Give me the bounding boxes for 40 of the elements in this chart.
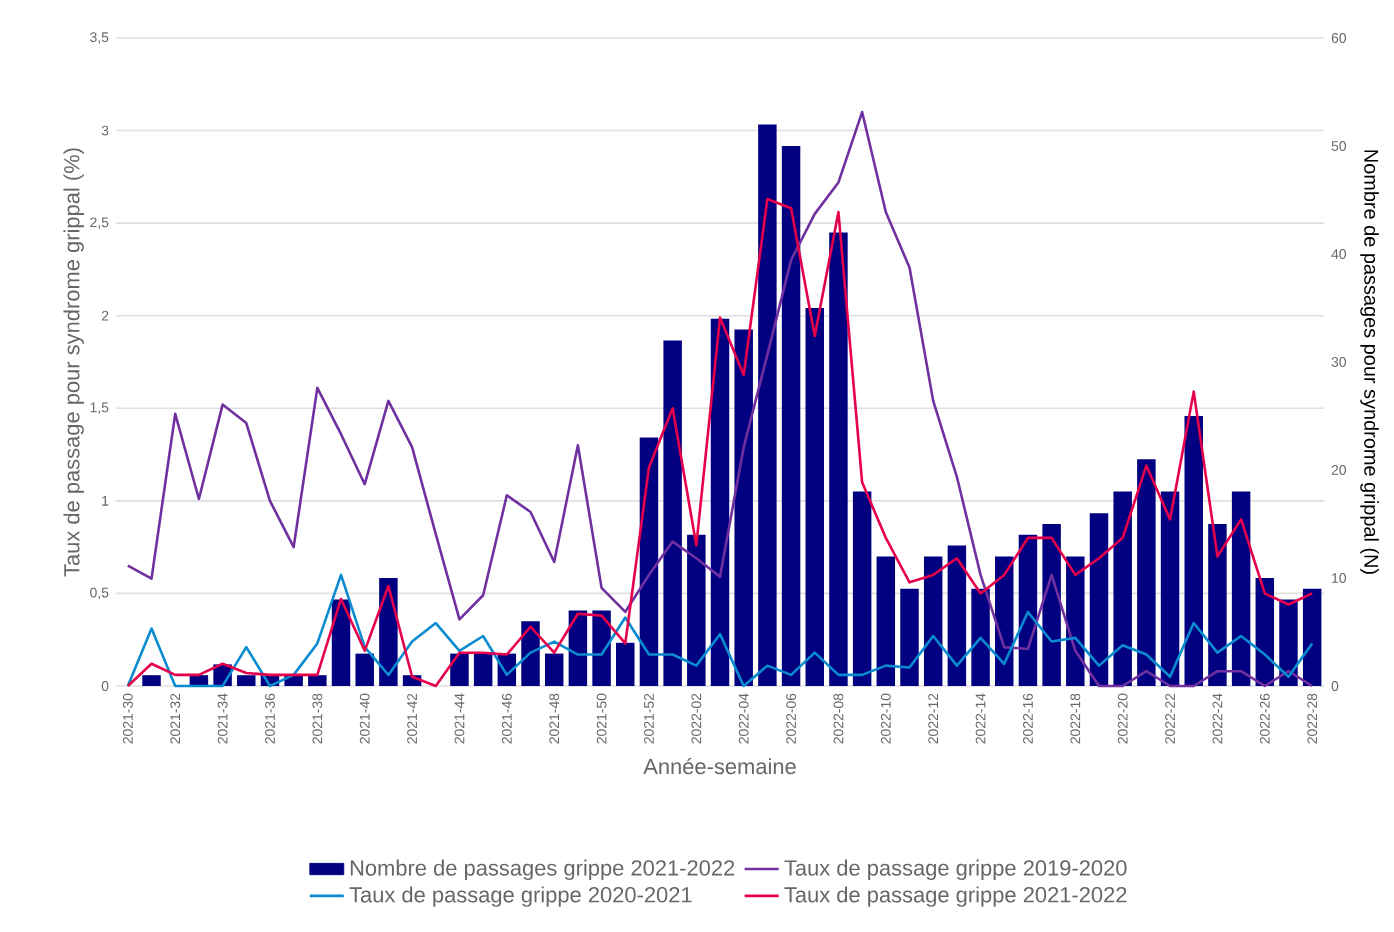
bar bbox=[852, 491, 872, 686]
bar bbox=[544, 653, 564, 686]
bar bbox=[1231, 491, 1251, 686]
bar bbox=[1137, 459, 1156, 686]
bar bbox=[734, 329, 753, 686]
bar bbox=[710, 318, 730, 686]
bar bbox=[355, 653, 374, 686]
y-axis-title: Taux de passage pour syndrome grippal (%) bbox=[63, 148, 84, 577]
bar bbox=[1042, 524, 1061, 686]
bar bbox=[900, 588, 919, 686]
bar bbox=[687, 534, 706, 686]
y2-axis-title: Nombre de passages pour syndrome grippal (N) bbox=[1360, 150, 1379, 574]
bar bbox=[592, 610, 611, 686]
bar bbox=[1089, 513, 1109, 686]
bar bbox=[805, 307, 824, 686]
bar bbox=[616, 642, 635, 686]
legend-label: Taux de passage grippe 2020-2021 bbox=[349, 886, 692, 907]
bar bbox=[971, 588, 990, 686]
line-series bbox=[126, 110, 1314, 688]
bar bbox=[473, 653, 493, 686]
x-axis-title: Année-semaine bbox=[643, 757, 796, 775]
bar bbox=[142, 675, 161, 686]
bar bbox=[1160, 491, 1180, 686]
bar bbox=[923, 556, 943, 686]
legend-label: Taux de passage grippe 2021-2022 bbox=[784, 886, 1127, 907]
bar bbox=[450, 653, 469, 686]
legend-label: Taux de passage grippe 2019-2020 bbox=[784, 859, 1127, 881]
bar bbox=[1302, 588, 1322, 686]
bar bbox=[876, 556, 896, 686]
bar bbox=[781, 145, 801, 686]
bar bbox=[308, 675, 327, 686]
bar bbox=[947, 545, 967, 686]
bar bbox=[1113, 491, 1132, 686]
bar bbox=[237, 675, 256, 686]
legend-label: Nombre de passages grippe 2021-2022 bbox=[350, 859, 735, 881]
bar bbox=[1184, 415, 1203, 686]
bar bbox=[663, 340, 682, 686]
bar bbox=[758, 124, 777, 686]
bar bbox=[1208, 524, 1227, 686]
bar bbox=[829, 232, 848, 686]
